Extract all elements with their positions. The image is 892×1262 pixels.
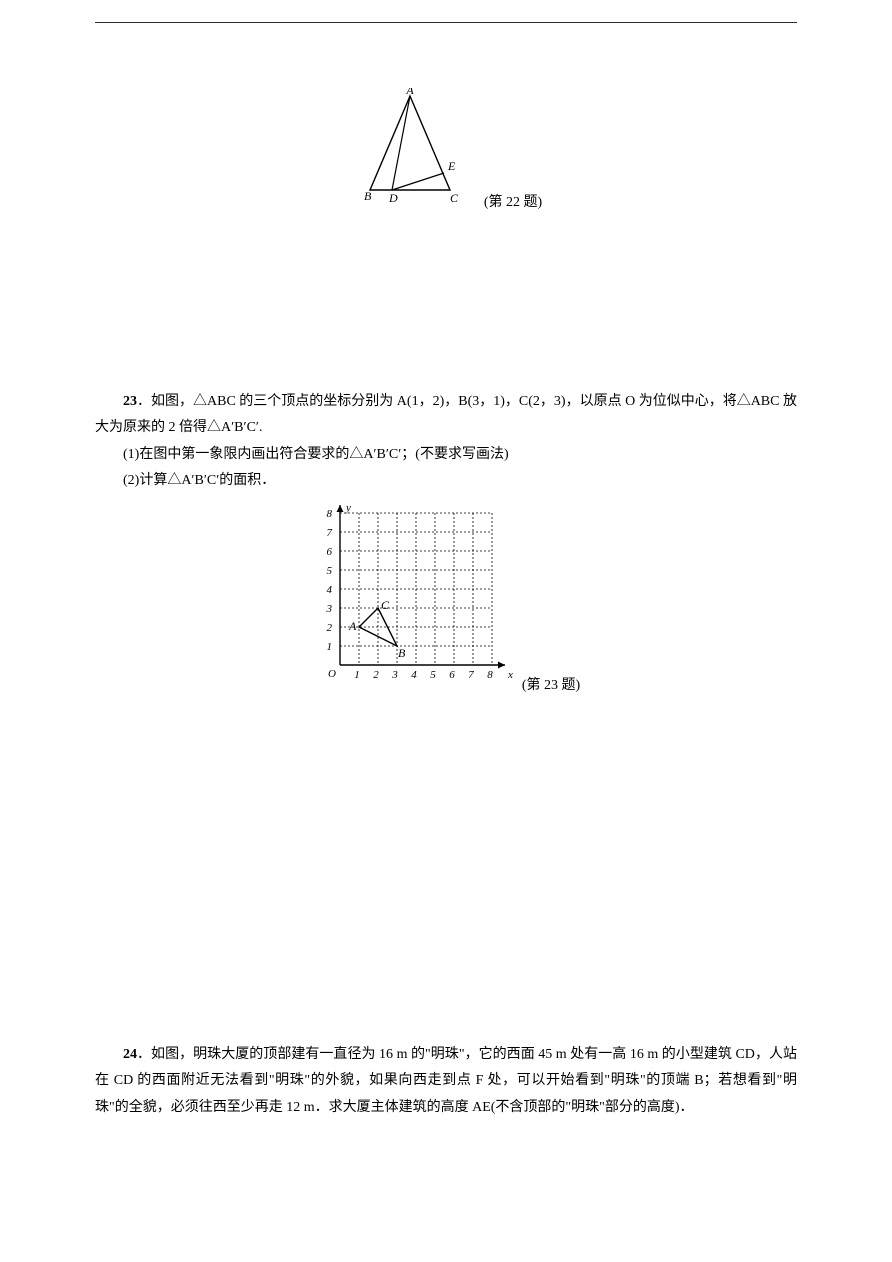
fig23-svg: A B C O 1 2 3 4 5 6 7 8 1 2 [312,501,518,691]
yt1: 1 [326,641,332,653]
pt-c: C [381,598,390,612]
fig23-block: A B C O 1 2 3 4 5 6 7 8 1 2 [95,501,797,702]
x-arrow [498,661,505,668]
fig23-caption: (第 23 题) [522,673,580,700]
ylabel: y [345,502,351,514]
label-a: A [405,88,414,97]
segment-de [392,173,444,190]
label-b: B [364,189,372,203]
label-e: E [447,159,456,173]
xlabel: x [507,669,513,681]
q24: 24．如图，明珠大厦的顶部建有一直径为 16 m 的"明珠"，它的西面 45 m… [95,1042,797,1122]
top-rule [95,22,797,23]
xt2: 2 [373,669,379,681]
origin-label: O [328,668,336,680]
yt3: 3 [325,603,332,615]
xt4: 4 [411,669,417,681]
pt-a: A [348,619,357,633]
q23-intro: 23．如图，△ABC 的三个顶点的坐标分别为 A(1，2)，B(3，1)，C(2… [95,389,797,442]
fig22-svg: A B D C E [350,88,480,208]
y-arrow [336,505,343,512]
q23-intro-text: ．如图，△ABC 的三个顶点的坐标分别为 A(1，2)，B(3，1)，C(2，3… [95,394,797,436]
xt7: 7 [468,669,474,681]
xt8: 8 [487,669,493,681]
q24-text: 24．如图，明珠大厦的顶部建有一直径为 16 m 的"明珠"，它的西面 45 m… [95,1042,797,1122]
yt6: 6 [326,546,332,558]
fig22-caption: (第 22 题) [484,190,542,217]
yt5: 5 [326,565,332,577]
fig22-svg-wrap: A B D C E [350,88,480,219]
q23-part1: (1)在图中第一象限内画出符合要求的△A′B′C′；(不要求写画法) [95,442,797,469]
yt7: 7 [326,527,332,539]
q23-number: 23 [123,394,137,409]
yt8: 8 [326,508,332,520]
yt4: 4 [326,584,332,596]
label-d: D [388,191,398,205]
q24-body: ．如图，明珠大厦的顶部建有一直径为 16 m 的"明珠"，它的西面 45 m 处… [95,1047,797,1115]
pt-b: B [398,646,406,660]
fig22-block: A B D C E (第 22 题) [95,88,797,219]
grid [340,513,492,665]
q23-part2: (2)计算△A′B′C′的面积． [95,468,797,495]
segment-ad [392,96,410,190]
yt2: 2 [326,622,332,634]
xt5: 5 [430,669,436,681]
q23: 23．如图，△ABC 的三个顶点的坐标分别为 A(1，2)，B(3，1)，C(2… [95,389,797,495]
xt1: 1 [354,669,360,681]
label-c: C [450,191,459,205]
fig23-svg-wrap: A B C O 1 2 3 4 5 6 7 8 1 2 [312,501,518,702]
triangle-abc [370,96,450,190]
xt3: 3 [391,669,398,681]
q24-number: 24 [123,1047,137,1062]
xt6: 6 [449,669,455,681]
